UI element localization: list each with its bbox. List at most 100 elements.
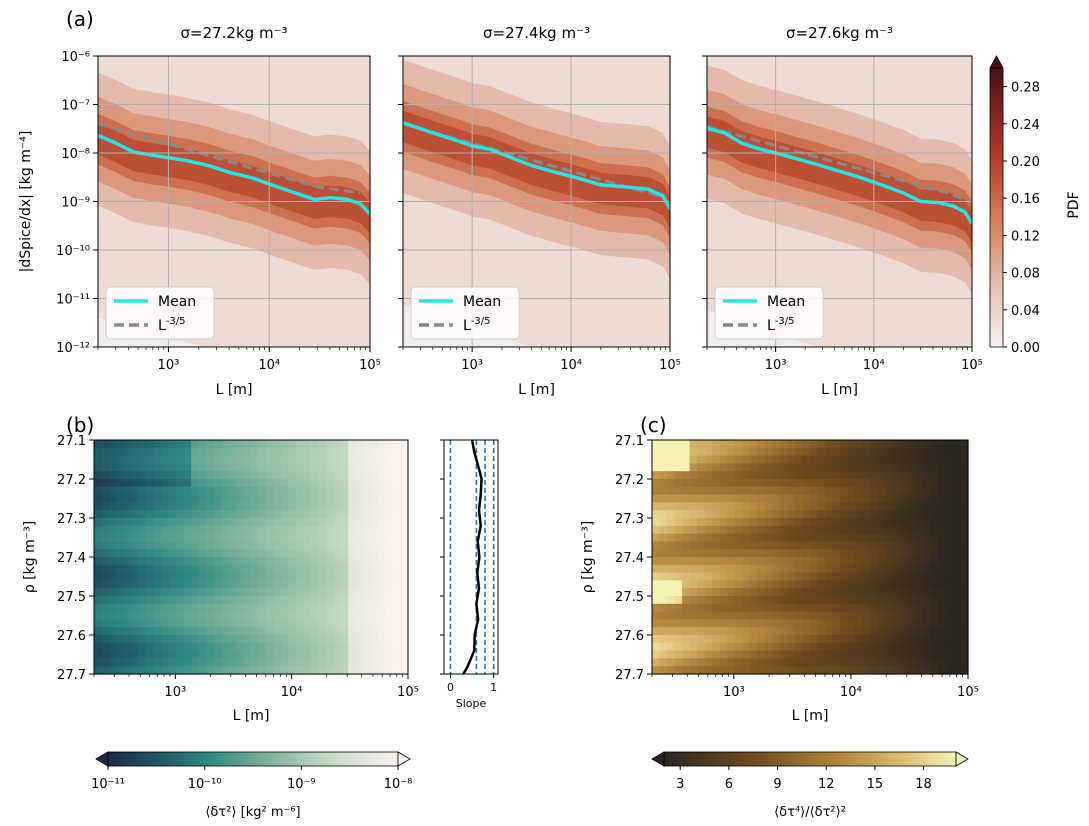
heatmap-cell [340,603,349,613]
heatmap-cell [945,635,954,644]
heatmap-cell [123,611,132,620]
heatmap-cell [757,588,766,597]
heatmap-cell [712,596,721,605]
heatmap-cell [116,486,125,496]
heatmap-cell [280,494,289,503]
heatmap-cell [659,549,668,558]
heatmap-cell [922,525,931,535]
colorbar-extend-arrow [651,751,665,767]
series-power-law [98,122,361,195]
heatmap-cell [348,658,357,667]
heatmap-cell [960,510,969,519]
heatmap-cell [340,588,349,597]
heatmap-cell [697,502,706,511]
heatmap-cell [251,627,260,636]
heatmap-cell [251,486,260,496]
heatmap-cell [855,440,864,449]
heatmap-cell [810,455,819,464]
heatmap-cell [303,549,312,558]
heatmap-cell [295,533,304,542]
heatmap-cell [116,666,125,675]
heatmap-cell [734,627,743,636]
x-tick-label: 10⁴ [560,358,582,373]
heatmap-cell [719,541,728,550]
heatmap-cell [258,455,267,464]
heatmap-cell [734,650,743,659]
heatmap-cell [802,635,811,644]
heatmap-cell [325,642,334,652]
heatmap-cell [131,549,140,558]
heatmap-cell [734,502,743,511]
heatmap-cell [764,588,773,597]
heatmap-cell [915,557,924,566]
heatmap-cell [900,635,909,644]
heatmap-cell [146,518,155,527]
heatmap-cell [764,502,773,511]
heatmap-cell [310,440,319,449]
heatmap-cell [689,580,698,589]
heatmap-cell [825,635,834,644]
heatmap-cell [325,549,334,558]
heatmap-cell [945,447,954,457]
heatmap-cell [945,642,954,652]
heatmap-cell [719,603,728,613]
heatmap-cell [802,510,811,519]
heatmap-cell [265,510,275,519]
heatmap-cell [123,479,132,488]
heatmap-cell [727,588,736,597]
heatmap-cell [810,580,819,589]
heatmap-cell [712,447,721,457]
heatmap-cell [659,666,668,675]
heatmap-cell [265,549,275,558]
heatmap-cell [840,572,849,581]
heatmap-cell [348,502,357,511]
heatmap-cell [885,494,894,503]
heatmap-cell [273,502,282,511]
heatmap-cell [183,619,192,628]
y-tick-label: 10⁻⁶ [61,50,90,65]
heatmap-cell [236,596,245,605]
heatmap-cell [742,619,751,628]
heatmap-cell [108,658,118,667]
heatmap-cell [885,666,894,675]
heatmap-cell [817,518,826,527]
heatmap-cell [772,572,781,581]
heatmap-cell [900,580,909,589]
heatmap-cell [734,658,743,667]
heatmap-cell [734,635,743,644]
heatmap-cell [355,572,364,581]
heatmap-cell [689,494,698,503]
heatmap-cell [952,588,962,597]
heatmap-cell [652,572,661,581]
heatmap-cell [719,658,728,667]
heatmap-cell [131,447,140,457]
heatmap-cell [176,666,185,675]
heatmap-cell [378,619,387,628]
heatmap-cell [123,541,132,550]
heatmap-cell [689,486,698,496]
heatmap-cell [892,635,901,644]
heatmap-cell [251,479,260,488]
heatmap-cell [116,635,125,644]
heatmap-cell [734,549,743,558]
heatmap-cell [221,619,230,628]
heatmap-cell [318,502,327,511]
heatmap-cell [288,440,297,449]
heatmap-cell [870,619,879,628]
heatmap-cell [794,510,804,519]
heatmap-cell [855,642,864,652]
heatmap-cell [907,596,916,605]
heatmap-cell [168,502,177,511]
heatmap-cell [191,580,200,589]
heatmap-cell [900,642,909,652]
heatmap-cell [922,642,931,652]
heatmap-cell [757,440,766,449]
heatmap-cell [348,588,357,597]
heatmap-cell [176,533,185,542]
heatmap-cell [243,635,252,644]
heatmap-cell [355,650,364,659]
heatmap-cell [251,471,260,480]
heatmap-cell [168,596,177,605]
heatmap-cell [370,440,379,449]
heatmap-cell [749,541,758,550]
